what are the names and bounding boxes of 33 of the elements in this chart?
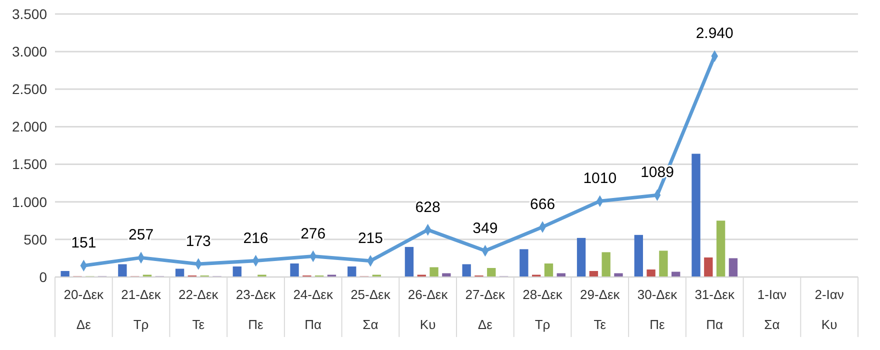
x-tick-label: 23-Δεκ Πε — [236, 287, 276, 332]
data-label: 215 — [358, 230, 383, 247]
x-tick-label: 21-Δεκ Τρ — [121, 287, 162, 332]
y-tick-label: 1.500 — [12, 156, 48, 172]
data-label: 628 — [415, 198, 440, 216]
x-tick-label: 28-Δεκ Τρ — [522, 287, 563, 332]
x-tick-label: 27-Δεκ Δε — [465, 287, 506, 332]
x-tick-label: 26-Δεκ Κυ — [408, 287, 448, 332]
x-tick-label: 30-Δεκ Πε — [637, 287, 678, 332]
x-tick-label: 20-Δεκ Δε — [64, 287, 104, 332]
y-tick-label: 1.000 — [12, 194, 48, 210]
y-tick-label: 0 — [39, 268, 48, 285]
x-tick-label: 29-Δεκ Τε — [580, 287, 620, 332]
data-label: 276 — [300, 225, 326, 242]
data-label: 173 — [186, 233, 211, 250]
y-tick-label: 500 — [24, 231, 48, 248]
x-tick-label: 22-Δεκ Τε — [178, 287, 219, 332]
data-label: 1010 — [583, 170, 617, 188]
y-tick-label: 2.000 — [12, 118, 48, 135]
y-tick-label: 2.500 — [12, 81, 48, 98]
data-label: 2.940 — [696, 25, 734, 42]
data-label: 349 — [472, 220, 498, 237]
data-label: 257 — [128, 226, 154, 244]
data-label: 666 — [530, 196, 556, 213]
y-tick-label: 3.000 — [12, 43, 48, 60]
y-tick-label: 3.500 — [12, 6, 48, 22]
x-tick-label: 31-Δεκ Πα — [694, 287, 735, 332]
x-tick-label: 1-Ιαν Σα — [757, 287, 787, 332]
x-tick-label: 25-Δεκ Σα — [350, 287, 391, 332]
data-label: 216 — [243, 230, 268, 247]
x-tick-label: 2-Ιαν Κυ — [814, 287, 844, 332]
data-label: 151 — [71, 234, 96, 252]
x-tick-label: 24-Δεκ Πα — [293, 287, 334, 332]
